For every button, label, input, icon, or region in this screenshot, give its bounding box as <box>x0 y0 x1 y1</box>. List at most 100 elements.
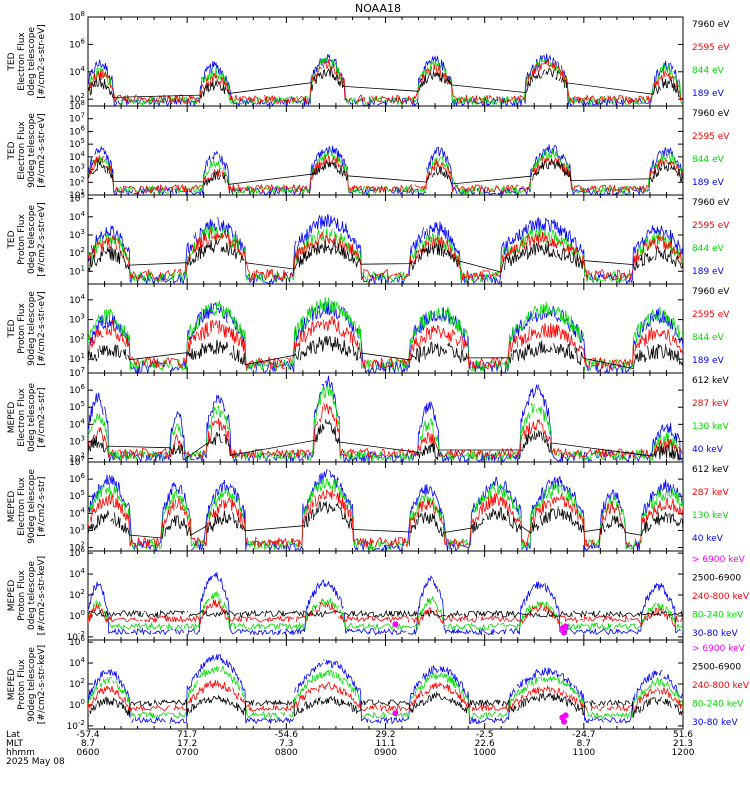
x-axis-row-label: MLT <box>6 739 24 749</box>
legend: 612 keV 287 keV 130 keV 40 keV <box>692 465 729 544</box>
legend-entry: 612 keV <box>692 465 729 475</box>
y-axis-label-line: [#/cm2-s-str] <box>37 387 47 447</box>
y-axis-label-line: 0deg telescope <box>27 383 37 453</box>
panel-3: 101 102 103 104 105 TED Proton Flux 0deg telesc… <box>7 192 730 285</box>
series-black <box>88 609 683 619</box>
legend-entry: 7960 eV <box>692 109 730 119</box>
series-black <box>88 158 683 187</box>
x-tick-time: 1100 <box>572 748 595 758</box>
y-tick-label: 103 <box>69 163 85 176</box>
series-green <box>88 665 683 720</box>
legend: 7960 eV 2595 eV 844 eV 189 eV <box>692 20 730 99</box>
series-red <box>88 58 683 105</box>
data-layer <box>88 469 683 551</box>
y-tick-label: 104 <box>69 506 85 519</box>
y-tick-label: 10-2 <box>67 630 85 643</box>
series-magenta-point <box>562 623 569 630</box>
x-tick-time: 0800 <box>275 748 298 758</box>
x-tick-lat: -2.5 <box>476 730 494 740</box>
series-blue <box>88 213 683 284</box>
y-tick-label: 102 <box>69 332 85 345</box>
legend-entry: 612 keV <box>692 376 729 386</box>
data-layer <box>88 572 683 637</box>
y-tick-label: 106 <box>69 124 85 137</box>
data-layer <box>88 375 683 462</box>
x-axis-row-label: hhmm <box>6 748 35 758</box>
legend-entry: > 6900 keV <box>692 644 746 654</box>
series-black <box>88 238 683 273</box>
series-magenta-point <box>562 712 569 719</box>
y-axis-label-line: 90deg telescope <box>27 469 37 544</box>
legend-entry: 189 eV <box>692 356 725 366</box>
y-axis-label-line: MEPED <box>7 402 17 434</box>
legend-entry: 844 eV <box>692 244 725 254</box>
y-tick-label: 102 <box>69 175 85 188</box>
y-axis-label-line: Proton Flux <box>17 659 27 710</box>
y-tick-label: 10-2 <box>67 719 85 732</box>
legend-entry: 844 eV <box>692 155 725 165</box>
legend-entry: 30-80 keV <box>692 629 738 639</box>
y-tick-label: 103 <box>69 523 85 536</box>
data-layer <box>88 213 683 284</box>
x-tick-lat: -57.4 <box>76 730 100 740</box>
series-red <box>88 155 683 194</box>
series-green <box>88 591 683 631</box>
legend-entry: 2595 eV <box>692 221 730 231</box>
series-green <box>88 223 683 283</box>
legend-entry: 7960 eV <box>692 20 730 30</box>
x-tick-mlt: 22.6 <box>475 739 495 749</box>
x-tick-time: 0900 <box>374 748 397 758</box>
y-tick-label: 102 <box>69 92 85 105</box>
y-axis-label-line: TED <box>7 141 17 160</box>
legend-entry: 2500-6900 <box>692 663 741 673</box>
panel-8: 10-2 100 102 104 106 MEPED Proton Flux 90deg te… <box>7 635 750 732</box>
legend-entry: 2500-6900 <box>692 574 741 584</box>
legend: 7960 eV 2595 eV 844 eV 189 eV <box>692 198 730 277</box>
legend-entry: 80-240 keV <box>692 700 744 710</box>
y-tick-label: 102 <box>69 677 85 690</box>
y-tick-label: 104 <box>69 210 85 223</box>
legend: 7960 eV 2595 eV 844 eV 189 eV <box>692 287 730 366</box>
x-tick-mlt: 8.7 <box>577 739 591 749</box>
y-tick-label: 100 <box>69 609 85 622</box>
y-axis-label-line: [#/cm2-s-str-eV] <box>37 113 47 188</box>
y-axis-label-line: [#/cm2-s-str-keV] <box>37 645 47 724</box>
legend-entry: 189 eV <box>692 89 725 99</box>
series-magenta-point <box>561 629 567 636</box>
data-layer <box>88 144 683 195</box>
x-tick-lat: -54.6 <box>275 730 299 740</box>
x-tick-mlt: 21.3 <box>673 739 693 749</box>
x-tick-time: 1000 <box>473 748 496 758</box>
y-tick-label: 104 <box>69 293 85 306</box>
y-axis-label: TED Electron Flux 90deg telescope [#/cm2-s-… <box>7 113 47 188</box>
x-tick-mlt: 7.3 <box>279 739 293 749</box>
legend-entry: 2595 eV <box>692 310 730 320</box>
y-axis-label-line: [#/cm2-s-str-eV] <box>37 291 47 366</box>
y-tick-label: 106 <box>69 472 85 485</box>
legend: > 6900 keV 2500-6900 240-800 keV 80-240 keV… <box>692 555 750 639</box>
y-tick-label: 108 <box>69 10 85 23</box>
series-magenta-point <box>392 710 399 717</box>
y-tick-label: 100 <box>69 698 85 711</box>
x-axis-row-label: Lat <box>6 730 21 740</box>
y-tick-label: 102 <box>69 588 85 601</box>
y-tick-label: 102 <box>69 452 85 465</box>
legend-entry: 2595 eV <box>692 43 730 53</box>
y-tick-label: 105 <box>69 137 85 150</box>
legend-entry: 80-240 keV <box>692 611 744 621</box>
y-tick-label: 103 <box>69 434 85 447</box>
y-axis-label-line: 90deg telescope <box>27 113 37 188</box>
legend-entry: 7960 eV <box>692 287 730 297</box>
y-axis-label-line: TED <box>7 52 17 71</box>
x-tick-mlt: 17.2 <box>177 739 197 749</box>
x-tick-lat: 51.6 <box>673 730 693 740</box>
series-black <box>88 335 683 369</box>
y-axis-label-line: 0deg telescope <box>27 205 37 275</box>
y-axis-label-line: Electron Flux <box>17 477 27 536</box>
y-axis-label: MEPED Proton Flux 90deg telescope [#/cm2-s-… <box>7 645 47 724</box>
legend-entry: 844 eV <box>692 333 725 343</box>
panel-1: 102 104 106 108 TED Electron Flux 0deg telesco… <box>7 10 730 107</box>
legend-entry: 287 keV <box>692 488 729 498</box>
y-tick-label: 104 <box>69 150 85 163</box>
